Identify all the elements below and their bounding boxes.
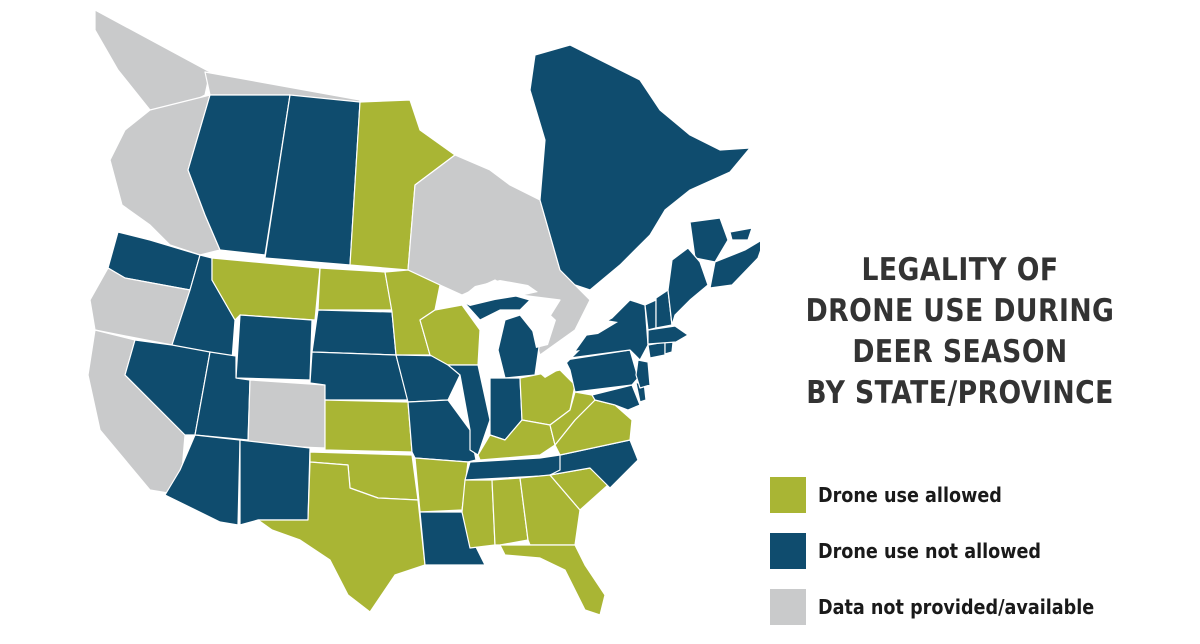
region-kansas (324, 399, 413, 453)
legend-swatch-not-allowed (770, 533, 806, 569)
lake-michigan (482, 318, 497, 372)
region-alabama (491, 477, 529, 546)
region-colorado (247, 379, 326, 449)
lake-ontario (580, 320, 618, 336)
title-line-1: LEGALITY OF (861, 252, 1059, 288)
region-maine (667, 247, 709, 326)
region-south-dakota (311, 309, 397, 356)
region-missouri (407, 399, 477, 463)
legend-swatch-no-data (770, 589, 806, 625)
region-quebec (529, 44, 751, 291)
region-north-dakota (317, 267, 393, 311)
legend-label-allowed: Drone use allowed (818, 483, 1002, 507)
region-illinois (447, 364, 491, 456)
legend-swatch-allowed (770, 477, 806, 513)
region-arkansas (414, 457, 469, 513)
legend-item-no-data: Data not provided/available (770, 588, 1190, 626)
region-massachusetts (647, 325, 689, 345)
legend-item-not-allowed: Drone use not allowed (770, 532, 1190, 570)
legend-label-not-allowed: Drone use not allowed (818, 539, 1042, 563)
region-nebraska (309, 351, 409, 401)
region-mississippi (461, 479, 496, 549)
map-svg (87, 9, 766, 616)
legend-item-allowed: Drone use allowed (770, 476, 1190, 514)
region-nova-scotia (709, 237, 766, 289)
region-florida (499, 544, 606, 616)
region-wisconsin (419, 304, 481, 366)
region-new-jersey (635, 359, 651, 389)
region-new-brunswick (689, 217, 729, 263)
lake-huron (520, 305, 556, 348)
region-wyoming (235, 314, 313, 381)
legend-label-no-data: Data not provided/available (818, 595, 1095, 619)
region-prince-edward-island (729, 227, 753, 241)
drone-legality-map (87, 9, 766, 616)
legend: Drone use allowed Drone use not allowed … (770, 476, 1190, 644)
region-rhode-island (664, 341, 674, 355)
region-new-mexico (239, 439, 311, 526)
map-title: LEGALITY OF DRONE USE DURING DEER SEASON… (775, 250, 1145, 414)
region-north-carolina (549, 439, 639, 489)
title-line-3: DEER SEASON (852, 334, 1068, 370)
region-maryland (591, 384, 641, 411)
region-texas (257, 461, 426, 613)
title-line-2: DRONE USE DURING (805, 293, 1115, 329)
region-yukon (94, 9, 211, 111)
title-line-4: BY STATE/PROVINCE (806, 375, 1114, 411)
lake-superior (458, 280, 538, 306)
lake-erie (538, 350, 580, 378)
